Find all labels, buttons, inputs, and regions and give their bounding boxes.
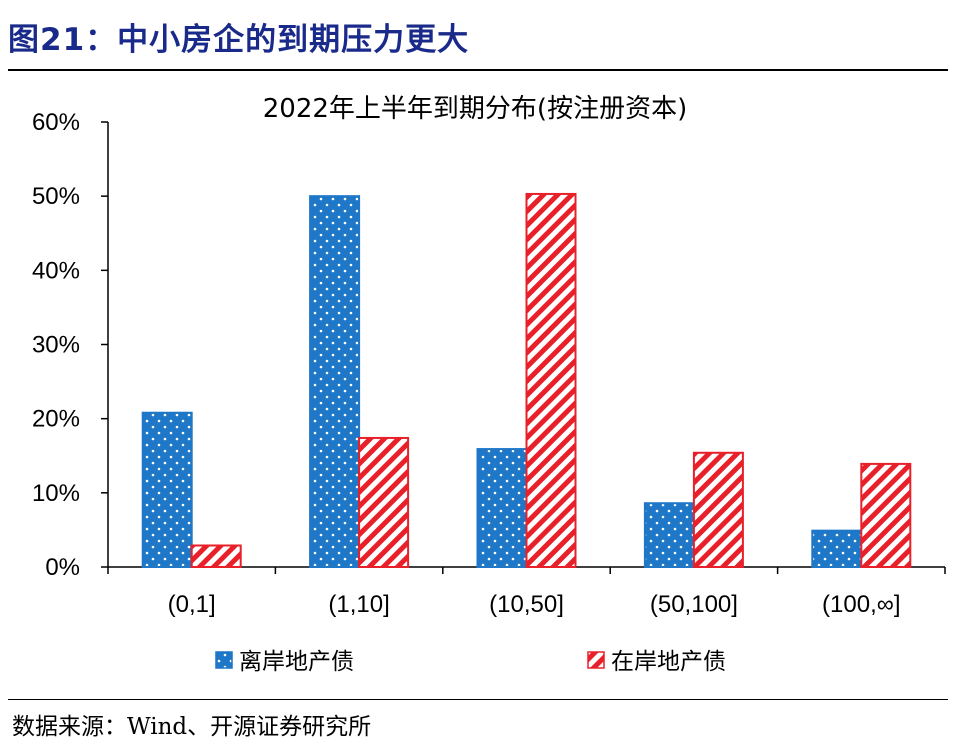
chart-title: 2022年上半年到期分布(按注册资本) [263, 94, 687, 124]
bars [141, 192, 912, 569]
figure-title: 图21：中小房企的到期压力更大 [8, 22, 470, 58]
x-tick-label: (0,1] [168, 591, 216, 618]
bottom-rule [8, 699, 948, 700]
bar-offshore [811, 529, 863, 568]
y-tick-label: 20% [32, 406, 80, 433]
x-tick-label: (100,∞] [822, 591, 900, 618]
bar-offshore [643, 502, 695, 569]
legend-swatch [587, 651, 605, 669]
bar-offshore [476, 448, 528, 569]
source-note: 数据来源：Wind、开源证券研究所 [12, 714, 372, 740]
bar-chart: 2022年上半年到期分布(按注册资本) 0% 10% 20% 30% 40% 50% 60%… [32, 94, 946, 675]
y-tick-label: 30% [32, 332, 80, 359]
legend-label: 离岸地产债 [239, 649, 354, 675]
bar-onshore [692, 451, 744, 568]
x-tick-label: (10,50] [489, 591, 564, 618]
bar-offshore [309, 195, 361, 569]
legend-swatch [215, 651, 233, 669]
legend: 离岸地产债 在岸地产债 [215, 649, 726, 675]
bar-onshore [358, 436, 410, 569]
x-axis: (0,1] (1,10] (10,50] (50,100] (100,∞] [107, 566, 946, 618]
y-tick-label: 60% [32, 109, 80, 136]
bar-onshore [190, 544, 242, 569]
y-tick-label: 0% [45, 554, 80, 581]
bar-onshore [525, 192, 577, 568]
x-tick-label: (1,10] [328, 591, 389, 618]
y-tick-label: 10% [32, 480, 80, 507]
bar-offshore [141, 411, 193, 568]
y-tick-label: 50% [32, 183, 80, 210]
legend-label: 在岸地产债 [611, 649, 726, 675]
y-tick-label: 40% [32, 257, 80, 284]
y-axis: 0% 10% 20% 30% 40% 50% 60% [32, 109, 109, 581]
x-tick-label: (50,100] [650, 591, 738, 618]
bar-onshore [860, 462, 912, 568]
top-rule [8, 69, 948, 71]
